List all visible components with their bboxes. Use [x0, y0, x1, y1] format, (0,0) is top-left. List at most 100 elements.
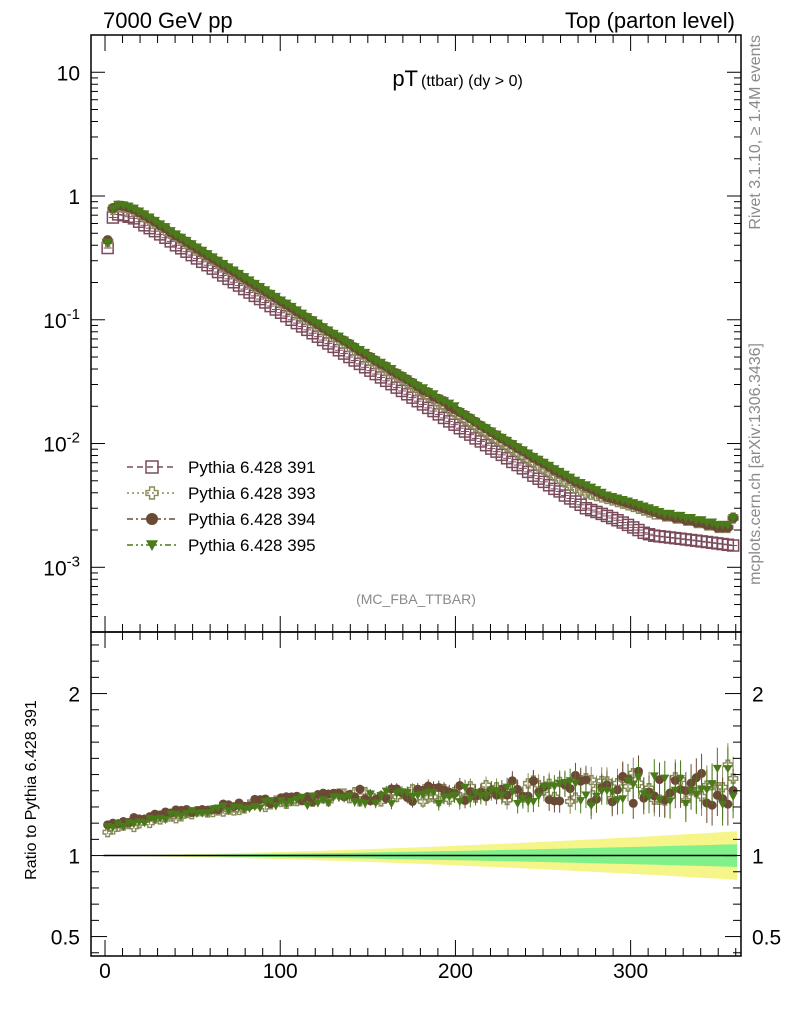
- data-point: [244, 276, 255, 286]
- ratio-point: [386, 800, 396, 809]
- data-point: [176, 233, 187, 243]
- data-point: [202, 250, 213, 260]
- data-point: [344, 339, 355, 349]
- ratio-point: [680, 795, 692, 806]
- data-point: [360, 348, 371, 358]
- data-point: [265, 289, 276, 299]
- data-point: [554, 467, 565, 477]
- ratio-y-tick-label: 0.5: [51, 927, 80, 950]
- ratio-point: [129, 820, 139, 829]
- ratio-point: [339, 794, 349, 803]
- data-point: [726, 539, 740, 552]
- ratio-point: [376, 792, 386, 801]
- data-point: [170, 230, 181, 240]
- data-point: [433, 394, 444, 404]
- ratio-point: [108, 823, 118, 832]
- main-panel: pT (ttbar) (dy > 0) (MC_FBA_TTBAR) 10-3 1…: [43, 34, 742, 648]
- ratio-y-tick-label-right: 0.5: [752, 927, 781, 950]
- data-point: [465, 414, 476, 424]
- ratio-y-tick-label-right: 1: [752, 846, 764, 869]
- ratio-point: [224, 807, 234, 816]
- data-point: [533, 455, 544, 465]
- data-point: [365, 353, 376, 363]
- data-point: [538, 458, 549, 468]
- data-point: [481, 424, 492, 434]
- ratio-point: [402, 788, 412, 798]
- ratio-point: [639, 790, 649, 799]
- ratio-point: [513, 784, 523, 794]
- legend-label: Pythia 6.428 393: [188, 484, 316, 503]
- ratio-point: [139, 819, 149, 828]
- ratio-point: [644, 793, 654, 802]
- ratio-point: [655, 796, 665, 805]
- data-point: [307, 316, 318, 326]
- ratio-point: [434, 800, 444, 809]
- ratio-point: [433, 795, 444, 807]
- ratio-point: [481, 791, 491, 801]
- ratio-point: [308, 792, 318, 801]
- mcplots-label: mcplots.cern.ch [arXiv:1306.3436]: [747, 343, 764, 585]
- data-point: [155, 220, 166, 230]
- ratio-point: [323, 799, 333, 808]
- data-point: [375, 358, 386, 368]
- data-point: [428, 390, 439, 400]
- ratio-point: [281, 800, 291, 809]
- data-point: [512, 443, 523, 453]
- data-point: [312, 319, 323, 329]
- data-point: [239, 273, 250, 283]
- ratio-point: [591, 792, 601, 801]
- ratio-point: [102, 827, 113, 838]
- data-point: [696, 516, 707, 526]
- ratio-point: [707, 800, 717, 810]
- ratio-y-tick-label: 2: [68, 684, 80, 707]
- ratio-point: [444, 793, 454, 802]
- data-point: [302, 313, 313, 323]
- ratio-point: [727, 773, 739, 784]
- ratio-ylabel: Ratio to Pythia 6.428 391: [23, 700, 40, 880]
- ratio-point: [365, 790, 375, 799]
- ratio-point: [607, 788, 617, 797]
- data-point: [149, 216, 160, 226]
- ratio-frame: [90, 631, 742, 957]
- ratio-point: [612, 796, 622, 805]
- data-point: [349, 343, 360, 353]
- ratio-point: [560, 778, 570, 788]
- data-point: [444, 399, 455, 409]
- ratio-point: [181, 810, 191, 819]
- legend-marker: [145, 486, 159, 500]
- ratio-point: [634, 773, 644, 782]
- ratio-point: [455, 781, 465, 791]
- ratio-point: [429, 788, 439, 798]
- data-point: [297, 309, 308, 319]
- legend-entry: Pythia 6.428 395: [127, 536, 316, 555]
- ratio-point: [649, 772, 659, 781]
- ratio-point: [723, 765, 733, 774]
- legend-label: Pythia 6.428 394: [188, 510, 316, 529]
- ratio-point: [581, 775, 591, 785]
- ratio-point: [702, 786, 712, 795]
- data-point: [328, 329, 339, 339]
- ratio-point: [392, 789, 402, 798]
- ratio-point: [728, 792, 738, 802]
- data-point: [218, 260, 229, 270]
- data-point: [260, 286, 271, 296]
- series-4: [102, 200, 739, 530]
- ratio-point: [549, 783, 559, 792]
- ratio-point: [565, 777, 575, 786]
- data-point: [381, 362, 392, 372]
- ratio-point: [318, 796, 328, 805]
- ratio-panel: 0 100 200 300 0.5 0.5 1 1 2 2 Ratio to Pythia 6.4…: [23, 631, 781, 983]
- ratio-point: [492, 787, 502, 796]
- data-point: [707, 518, 718, 528]
- ratio-point: [628, 798, 638, 808]
- ratio-point: [344, 792, 354, 801]
- y-tick-label: 1: [68, 186, 80, 209]
- ratio-point: [539, 783, 549, 792]
- ratio-point: [686, 787, 696, 796]
- ratio-series-4: [103, 747, 738, 832]
- data-point: [586, 483, 597, 493]
- ratio-point: [302, 801, 312, 811]
- ratio-point: [534, 792, 544, 801]
- ratio-y-tick-label: 1: [68, 846, 80, 869]
